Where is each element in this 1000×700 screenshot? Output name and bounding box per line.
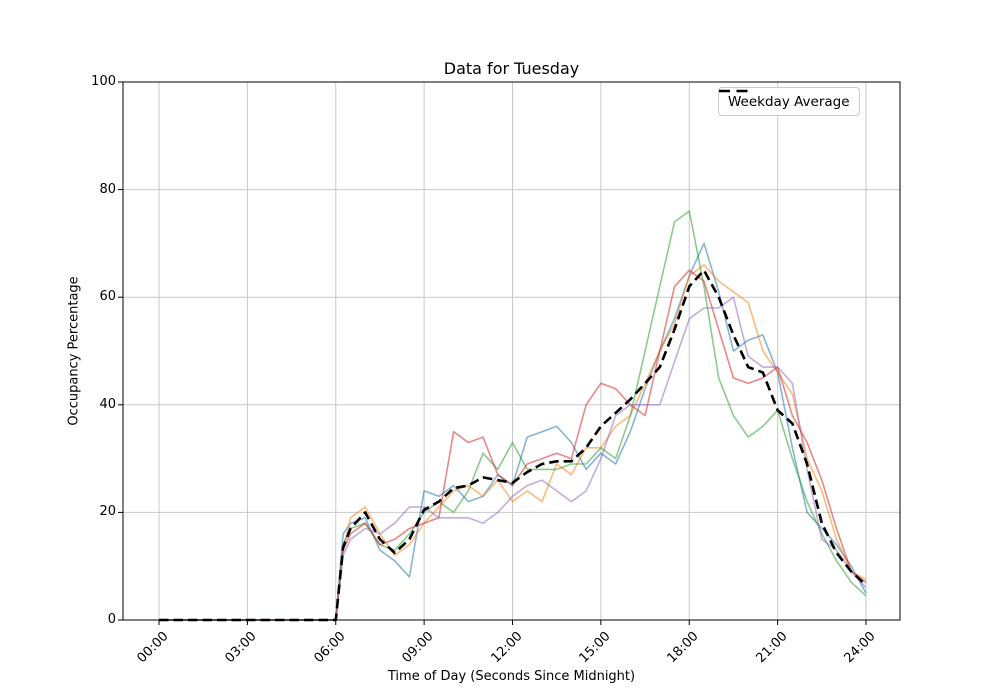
legend-dashed-line-icon [719, 89, 752, 93]
y-tick-label: 60 [99, 289, 116, 305]
legend: Weekday Average [718, 87, 860, 116]
y-tick-label: 80 [99, 181, 116, 197]
y-tick-label: 40 [99, 396, 116, 412]
y-tick-label: 20 [99, 504, 116, 520]
plot-border [122, 81, 901, 621]
x-axis-label: Time of Day (Seconds Since Midnight) [387, 669, 636, 684]
chart-title: Data for Tuesday [443, 59, 580, 78]
legend-label: Weekday Average [728, 93, 850, 110]
y-tick-label: 100 [91, 74, 116, 89]
y-tick-label: 0 [107, 612, 116, 627]
